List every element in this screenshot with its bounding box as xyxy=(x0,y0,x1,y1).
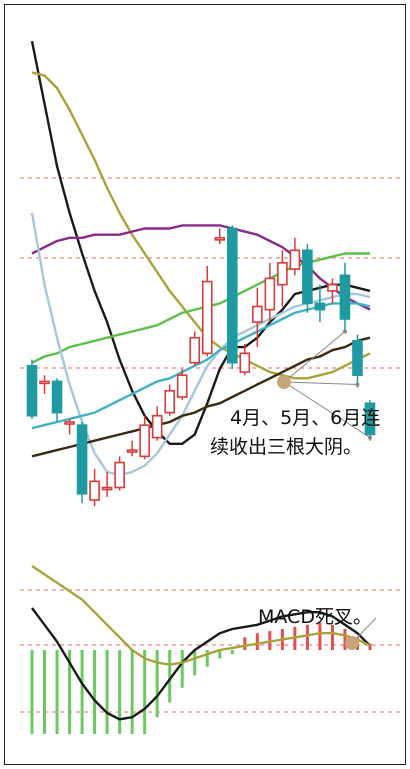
candle-body xyxy=(264,277,276,311)
candle-body xyxy=(302,249,313,305)
moving-average-line xyxy=(31,252,370,364)
candle-body xyxy=(314,302,326,311)
candle-body xyxy=(26,365,38,417)
candle-body xyxy=(126,449,138,453)
macd-line xyxy=(31,607,371,721)
macd-line xyxy=(31,565,371,666)
candle-body xyxy=(114,461,125,489)
candle-body xyxy=(226,227,238,364)
arrow-head xyxy=(368,435,372,440)
moving-average-line xyxy=(31,71,371,380)
macd-cross-annotation: MACD死叉。 xyxy=(258,606,372,628)
moving-average-line xyxy=(30,40,371,445)
candle-body xyxy=(64,421,75,425)
moving-average-line xyxy=(31,224,371,311)
bearish-annotation-line-2: 续收出三根大阴。 xyxy=(210,436,363,458)
candle-body xyxy=(352,340,363,376)
candle-body xyxy=(189,336,201,364)
candle-body xyxy=(176,374,188,398)
candle-body xyxy=(214,237,226,241)
annotation-marker xyxy=(277,375,291,389)
annotation-arrow xyxy=(283,381,371,439)
moving-average-line xyxy=(31,302,371,430)
candle-body xyxy=(239,352,251,373)
candle-body xyxy=(51,380,63,414)
chart-frame xyxy=(4,4,406,765)
candle-body xyxy=(339,274,351,320)
candle-body xyxy=(139,424,150,458)
moving-average-line xyxy=(30,212,371,477)
candle-body xyxy=(151,414,163,439)
candle-body xyxy=(89,480,100,501)
candle-body xyxy=(164,389,176,414)
candle-body xyxy=(201,280,213,355)
candle-body xyxy=(39,380,50,385)
candle-body xyxy=(101,486,113,491)
arrow-head xyxy=(355,382,360,387)
arrow-head xyxy=(342,329,347,334)
annotation-arrow xyxy=(283,381,358,386)
candle-body xyxy=(76,424,88,495)
candle-body xyxy=(327,283,338,292)
candle-body xyxy=(277,262,288,286)
macd-cross-marker xyxy=(345,636,359,650)
annotation-arrow xyxy=(283,331,346,383)
candle-body xyxy=(364,402,376,436)
candle-body xyxy=(252,305,263,323)
bearish-annotation-line-1: 4月、5月、6月连 xyxy=(230,407,381,429)
candle-body xyxy=(289,249,301,270)
